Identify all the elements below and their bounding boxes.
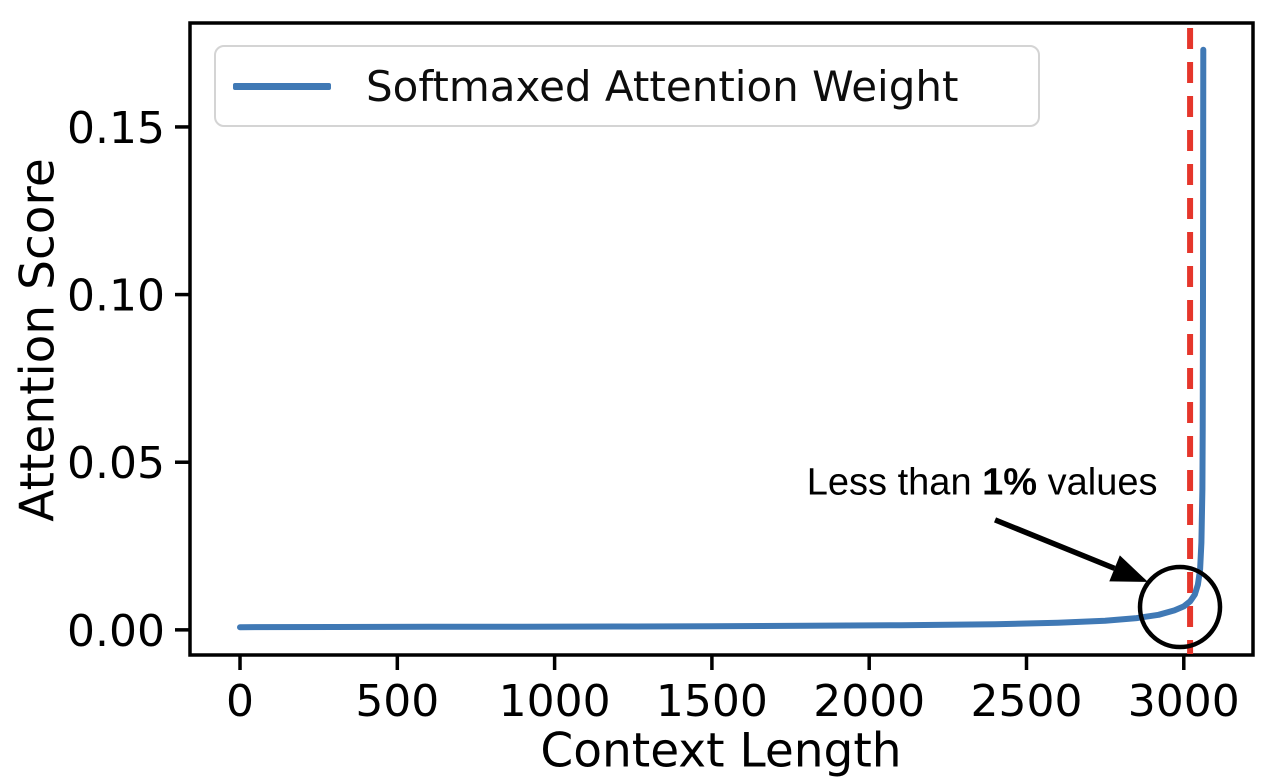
y-tick-label: 0.05 bbox=[67, 438, 165, 489]
plot-border bbox=[188, 21, 1255, 657]
annotation-arrow-shaft bbox=[994, 517, 1116, 571]
x-tick-label: 2000 bbox=[813, 676, 925, 727]
x-tick-label: 500 bbox=[355, 676, 439, 727]
legend-entry-label: Softmaxed Attention Weight bbox=[366, 61, 959, 111]
annotation-callout: Less than 1% values bbox=[807, 462, 1158, 505]
annotation-text-suffix: values bbox=[1037, 461, 1158, 504]
x-tick-label: 0 bbox=[226, 676, 254, 727]
x-tick-label: 1500 bbox=[656, 676, 768, 727]
annotation-arrow-head bbox=[1109, 555, 1148, 582]
x-tick-label: 2500 bbox=[971, 676, 1083, 727]
y-tick-label: 0.15 bbox=[67, 103, 165, 154]
annotation-text-bold: 1% bbox=[982, 461, 1038, 504]
annotation-text-prefix: Less than bbox=[806, 461, 983, 504]
legend-box: Softmaxed Attention Weight bbox=[214, 45, 1040, 127]
x-tick-label: 1000 bbox=[499, 676, 611, 727]
highlight-circle bbox=[1137, 564, 1223, 650]
y-tick-label: 0.10 bbox=[67, 271, 165, 322]
attention-curve bbox=[237, 46, 1207, 631]
y-tick-label: 0.00 bbox=[67, 606, 165, 657]
x-axis-title: Context Length bbox=[540, 723, 902, 779]
x-tick-label: 3000 bbox=[1128, 676, 1240, 727]
y-axis-title: Attention Score bbox=[10, 158, 66, 522]
legend-line-swatch bbox=[233, 82, 331, 90]
